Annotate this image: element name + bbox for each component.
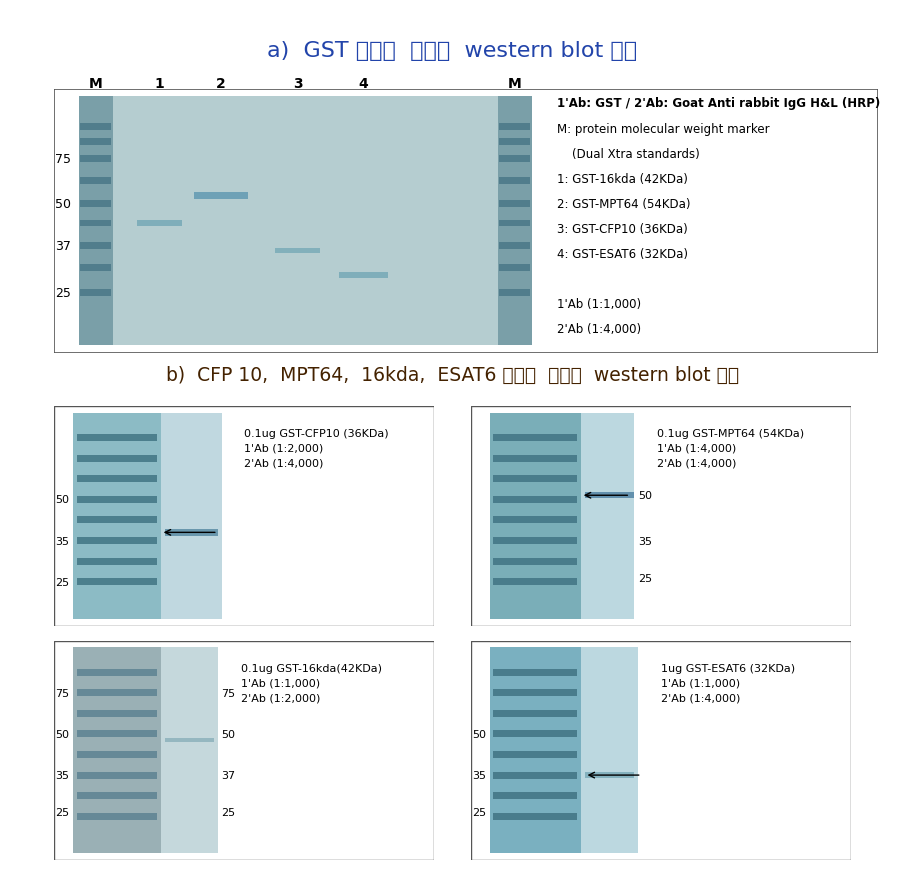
- Text: 37: 37: [55, 240, 71, 252]
- Text: a)  GST 항체를  이용한  western blot 결과: a) GST 항체를 이용한 western blot 결과: [268, 41, 637, 61]
- Text: 35: 35: [638, 536, 652, 546]
- Bar: [500, 123, 529, 131]
- Bar: [161, 413, 222, 620]
- Bar: [581, 647, 638, 854]
- Text: b)  CFP 10,  MPT64,  16kda,  ESAT6 항체를  이용한  western blot 결과: b) CFP 10, MPT64, 16kda, ESAT6 항체를 이용한 w…: [166, 366, 739, 385]
- Bar: [77, 434, 157, 442]
- Text: 75: 75: [55, 153, 71, 165]
- Text: 2: 2: [216, 77, 225, 90]
- Text: 2: GST-MPT64 (54KDa): 2: GST-MPT64 (54KDa): [557, 198, 691, 210]
- Bar: [77, 751, 157, 758]
- Text: 25: 25: [55, 807, 70, 817]
- Text: 0.1ug GST-MPT64 (54KDa)
1'Ab (1:4,000)
2'Ab (1:4,000): 0.1ug GST-MPT64 (54KDa) 1'Ab (1:4,000) 2…: [657, 429, 804, 468]
- Bar: [81, 123, 110, 131]
- Text: 1: 1: [155, 77, 164, 90]
- Bar: [81, 178, 110, 185]
- Text: 25: 25: [222, 807, 235, 817]
- Bar: [581, 413, 634, 620]
- Text: 50: 50: [472, 729, 486, 739]
- Bar: [493, 496, 577, 503]
- Bar: [137, 221, 182, 227]
- Bar: [77, 710, 157, 717]
- Text: 35: 35: [55, 536, 70, 546]
- Text: 0.1ug GST-16kda(42KDa)
1'Ab (1:1,000)
2'Ab (1:2,000): 0.1ug GST-16kda(42KDa) 1'Ab (1:1,000) 2'…: [241, 663, 382, 703]
- Text: M: M: [508, 77, 522, 90]
- Bar: [500, 156, 529, 163]
- Bar: [498, 97, 532, 345]
- Text: 4: GST-ESAT6 (32KDa): 4: GST-ESAT6 (32KDa): [557, 248, 688, 261]
- Bar: [500, 290, 529, 297]
- Bar: [493, 689, 577, 696]
- Text: 1'Ab: GST / 2'Ab: Goat Anti rabbit IgG H&L (HRP): 1'Ab: GST / 2'Ab: Goat Anti rabbit IgG H…: [557, 97, 880, 110]
- Text: 35: 35: [55, 771, 70, 780]
- Bar: [493, 517, 577, 524]
- Bar: [493, 710, 577, 717]
- Bar: [77, 813, 157, 820]
- Text: 3: 3: [293, 77, 302, 90]
- Text: 25: 25: [55, 287, 71, 299]
- Bar: [79, 97, 113, 345]
- Bar: [500, 242, 529, 249]
- Bar: [77, 558, 157, 565]
- Text: 50: 50: [638, 491, 652, 501]
- Bar: [77, 730, 157, 738]
- Bar: [500, 200, 529, 207]
- Text: 25: 25: [55, 578, 70, 587]
- Bar: [585, 493, 634, 499]
- Bar: [77, 537, 157, 544]
- Bar: [81, 220, 110, 227]
- Bar: [493, 792, 577, 799]
- Text: M: protein molecular weight marker: M: protein molecular weight marker: [557, 122, 769, 135]
- Bar: [493, 751, 577, 758]
- Text: 3: GST-CFP10 (36KDa): 3: GST-CFP10 (36KDa): [557, 223, 688, 236]
- Bar: [77, 689, 157, 696]
- Bar: [77, 517, 157, 524]
- Bar: [81, 265, 110, 272]
- Bar: [77, 792, 157, 799]
- Bar: [77, 496, 157, 503]
- Bar: [79, 97, 532, 345]
- Bar: [165, 738, 214, 743]
- Bar: [73, 413, 161, 620]
- Bar: [500, 178, 529, 185]
- Text: 1: GST-16kda (42KDa): 1: GST-16kda (42KDa): [557, 173, 688, 185]
- Text: 4: 4: [358, 77, 368, 90]
- Text: 75: 75: [222, 687, 235, 698]
- Bar: [493, 730, 577, 738]
- Bar: [500, 265, 529, 272]
- Bar: [493, 813, 577, 820]
- Bar: [493, 558, 577, 565]
- Text: 0.1ug GST-CFP10 (36KDa)
1'Ab (1:2,000)
2'Ab (1:4,000): 0.1ug GST-CFP10 (36KDa) 1'Ab (1:2,000) 2…: [244, 429, 389, 468]
- Bar: [165, 529, 218, 536]
- Bar: [77, 455, 157, 462]
- Bar: [493, 537, 577, 544]
- Text: 50: 50: [55, 494, 70, 505]
- Bar: [194, 193, 248, 200]
- Bar: [73, 647, 161, 854]
- Text: 50: 50: [55, 729, 70, 739]
- Text: 1ug GST-ESAT6 (32KDa)
1'Ab (1:1,000)
2'Ab (1:4,000): 1ug GST-ESAT6 (32KDa) 1'Ab (1:1,000) 2'A…: [661, 663, 795, 703]
- Bar: [81, 156, 110, 163]
- Text: 1'Ab (1:1,000): 1'Ab (1:1,000): [557, 298, 641, 311]
- Text: (Dual Xtra standards): (Dual Xtra standards): [557, 148, 700, 160]
- Text: 35: 35: [472, 771, 486, 780]
- Bar: [500, 139, 529, 146]
- Text: 37: 37: [222, 771, 235, 780]
- Text: 50: 50: [55, 198, 71, 210]
- Text: 25: 25: [638, 573, 652, 583]
- Bar: [81, 242, 110, 249]
- Text: 75: 75: [55, 687, 70, 698]
- Text: 50: 50: [222, 729, 235, 739]
- Text: M: M: [89, 77, 103, 90]
- Bar: [493, 578, 577, 586]
- Bar: [81, 200, 110, 207]
- Bar: [490, 647, 581, 854]
- Bar: [490, 413, 581, 620]
- Bar: [493, 669, 577, 676]
- Bar: [77, 476, 157, 483]
- Bar: [161, 647, 218, 854]
- Bar: [77, 578, 157, 586]
- Text: 2'Ab (1:4,000): 2'Ab (1:4,000): [557, 323, 641, 336]
- Text: 25: 25: [472, 807, 486, 817]
- Bar: [275, 249, 320, 254]
